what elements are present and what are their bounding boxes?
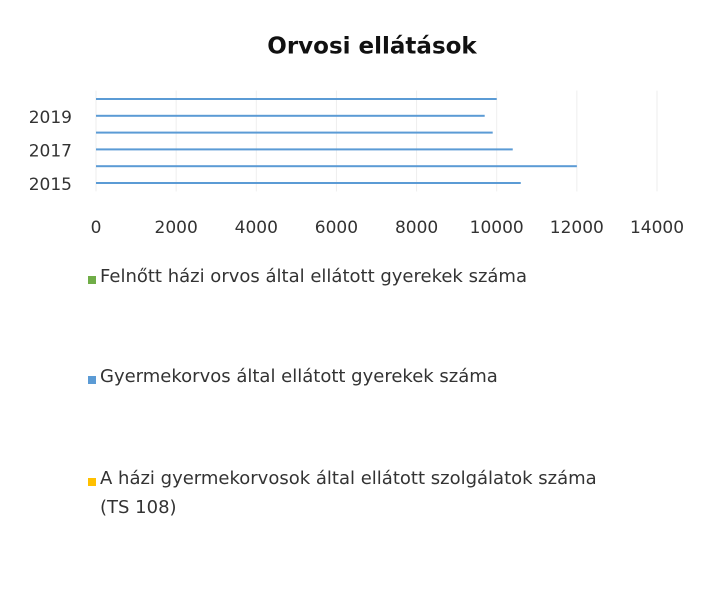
bar — [96, 98, 497, 100]
legend-swatch — [88, 376, 96, 384]
y-tick-label: 2019 — [29, 108, 72, 128]
bar — [96, 131, 493, 134]
x-tick-label: 6000 — [315, 218, 358, 238]
legend-item: Gyermekorvos által ellátott gyerekek szá… — [88, 366, 648, 391]
bar — [96, 165, 577, 168]
x-tick-label: 0 — [91, 218, 102, 238]
x-tick-label: 10000 — [470, 218, 524, 238]
x-tick-label: 2000 — [155, 218, 198, 238]
legend-item: Felnőtt házi orvos által ellátott gyerek… — [88, 266, 648, 291]
y-tick-label: 2017 — [29, 141, 72, 161]
legend-swatch — [88, 478, 96, 486]
chart-title: Orvosi ellátások — [267, 34, 477, 60]
legend-label: Gyermekorvos által ellátott gyerekek szá… — [100, 366, 498, 387]
legend-label: A házi gyermekorvosok által ellátott szo… — [100, 468, 597, 518]
x-tick-label: 4000 — [235, 218, 278, 238]
x-tick-label: 12000 — [550, 218, 604, 238]
bar — [96, 148, 513, 151]
y-tick-label: 2015 — [29, 175, 72, 195]
legend-swatch — [88, 276, 96, 284]
x-tick-label: 8000 — [395, 218, 438, 238]
legend-item: A házi gyermekorvosok által ellátott szo… — [88, 468, 648, 522]
legend-label: Felnőtt házi orvos által ellátott gyerek… — [100, 266, 527, 287]
bar — [96, 114, 485, 117]
bar — [96, 182, 521, 184]
x-tick-label: 14000 — [630, 218, 684, 238]
